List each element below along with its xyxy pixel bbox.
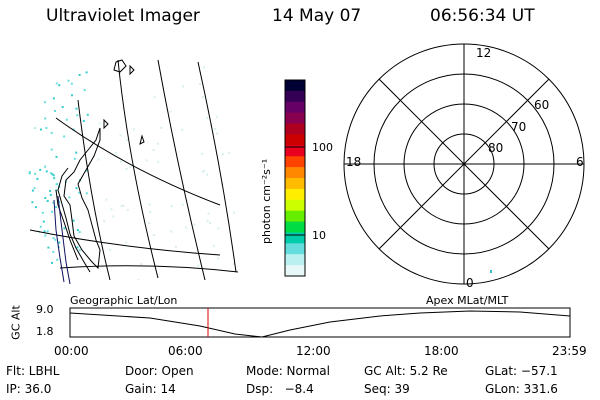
dsp-value: Dsp: −8.4 [246, 382, 314, 396]
timeline-xtick-0000: 00:00 [54, 344, 89, 358]
magnetic-field-lines [53, 195, 71, 285]
colorbar-swatch [285, 188, 305, 201]
geographic-image-panel [28, 55, 240, 285]
timeline-ytick-high: 9.0 [36, 303, 54, 316]
colorbar-swatch [285, 156, 305, 168]
timeline-xtick-0600: 06:00 [168, 344, 203, 358]
timeline-xtick-1800: 18:00 [424, 344, 459, 358]
mlt-label-6: 6 [576, 155, 584, 169]
colorbar-swatch [285, 101, 305, 114]
colorbar [284, 79, 306, 277]
colorbar-swatch [285, 178, 305, 190]
date-label: 14 May 07 [272, 6, 362, 26]
colorbar-swatch [285, 90, 305, 103]
colorbar-swatch [285, 145, 305, 157]
lat-label-60: 60 [534, 98, 550, 112]
coastline [55, 59, 145, 273]
mode-value: Mode: Normal [246, 364, 330, 378]
polar-emission-spot [490, 270, 492, 273]
polar-mlt-plot [343, 43, 585, 285]
timeline-left-title: Geographic Lat/Lon [70, 294, 178, 307]
colorbar-swatch [285, 199, 305, 212]
glon-value: GLon: 331.6 [485, 382, 558, 396]
colorbar-swatch [285, 167, 305, 179]
colorbar-swatch [285, 134, 305, 146]
timeline-ytick-low: 1.8 [36, 325, 54, 338]
altitude-timeline [69, 307, 571, 338]
seq-value: Seq: 39 [364, 382, 410, 396]
colorbar-swatch [285, 265, 305, 277]
timeline-xtick-1200: 12:00 [296, 344, 331, 358]
timeline-ylabel: GC Alt [9, 305, 23, 340]
colorbar-swatch [285, 210, 305, 223]
colorbar-swatch [285, 243, 305, 255]
glat-value: GLat: −57.1 [485, 364, 558, 378]
gc-alt-value: GC Alt: 5.2 Re [364, 364, 448, 378]
mlt-label-0: 0 [466, 276, 474, 290]
lat-label-80: 80 [488, 141, 504, 155]
colorbar-tick-100: 100 [312, 141, 333, 154]
mlt-label-18: 18 [346, 155, 362, 169]
colorbar-tick-10: 10 [312, 229, 326, 242]
colorbar-swatch [285, 232, 305, 244]
time-label: 06:56:34 UT [430, 6, 535, 26]
gain-value: Gain: 14 [125, 382, 176, 396]
mlt-label-12: 12 [476, 46, 492, 60]
colorbar-swatch [285, 221, 305, 233]
colorbar-swatch [285, 123, 305, 135]
timeline-xtick-2359: 23:59 [552, 344, 587, 358]
colorbar-swatch [285, 80, 305, 92]
colorbar-swatch [285, 254, 305, 266]
altitude-curve [69, 310, 571, 338]
instrument-title: Ultraviolet Imager [46, 6, 200, 26]
colorbar-swatch [285, 112, 305, 125]
lat-label-70: 70 [511, 120, 527, 134]
colorbar-swatches [285, 80, 305, 277]
filter-value: Flt: LBHL [6, 364, 60, 378]
ip-value: IP: 36.0 [6, 382, 52, 396]
geo-grid-lines [29, 59, 239, 281]
timeline-right-title: Apex MLat/MLT [426, 294, 509, 307]
door-value: Door: Open [125, 364, 194, 378]
colorbar-unit-label: photon cm⁻²s⁻¹ [260, 158, 273, 244]
